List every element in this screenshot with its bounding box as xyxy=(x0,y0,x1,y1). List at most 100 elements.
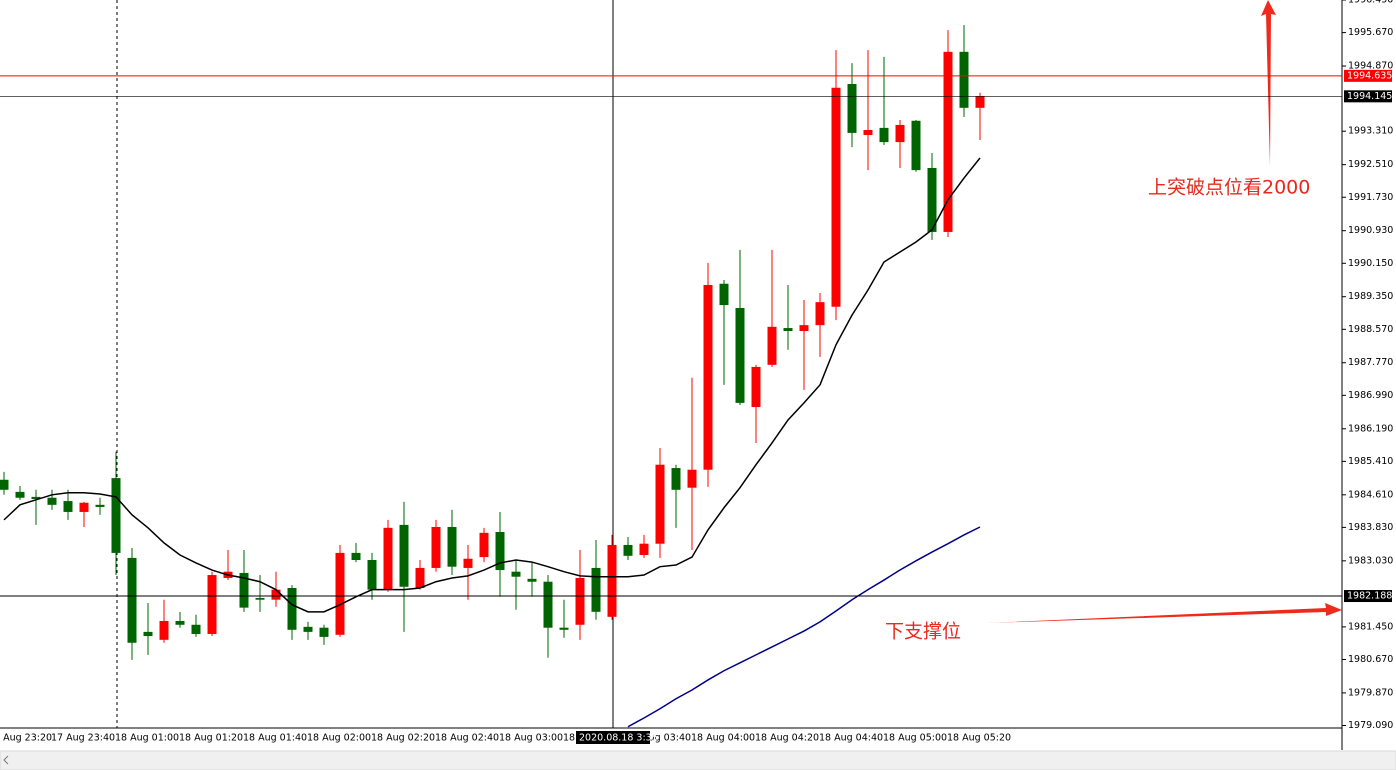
candle-body xyxy=(703,285,713,470)
candle-body xyxy=(15,491,25,498)
price-label-box xyxy=(1344,590,1392,603)
x-tick-label: 18 Aug 03:40 xyxy=(627,733,691,744)
candle-body xyxy=(335,552,345,635)
arrow-right xyxy=(988,603,1342,623)
y-tick-label: 1984.610 xyxy=(1348,489,1393,500)
y-tick-label: 1986.190 xyxy=(1348,423,1393,434)
candle-body xyxy=(591,567,601,612)
candle-body xyxy=(559,627,569,630)
moving-average xyxy=(627,526,981,728)
candle-body xyxy=(159,621,169,640)
x-tick-label: 17 Aug 23:20 xyxy=(0,733,52,744)
y-tick-label: 1994.870 xyxy=(1348,61,1393,72)
price-label-box xyxy=(1344,90,1392,103)
candle-body xyxy=(447,526,457,567)
scrollbar[interactable] xyxy=(0,750,1396,770)
candle-body xyxy=(191,624,201,634)
candle-body xyxy=(959,51,969,108)
x-tick-label: 18 Aug 04:00 xyxy=(691,733,755,744)
candle-body xyxy=(351,552,361,560)
y-tick-label: 1991.730 xyxy=(1348,192,1393,203)
candle-body xyxy=(111,478,121,553)
candle-body xyxy=(463,558,473,568)
price-label: 1982.188 xyxy=(1347,591,1392,602)
candle-body xyxy=(719,283,729,306)
candle-body xyxy=(415,567,425,588)
candle-body xyxy=(543,581,553,628)
y-tick-label: 1995.670 xyxy=(1348,27,1393,38)
y-tick-label: 1992.510 xyxy=(1348,159,1393,170)
candle-body xyxy=(831,87,841,307)
candle-body xyxy=(655,464,665,544)
x-tick-label: 18 Aug 04:20 xyxy=(755,733,819,744)
y-tick-label: 1987.770 xyxy=(1348,357,1393,368)
x-tick-label: 18 Aug 04:40 xyxy=(819,733,883,744)
candle-body xyxy=(207,575,217,634)
annotation: 上突破点位看2000 xyxy=(1148,177,1310,199)
candle-body xyxy=(607,544,617,617)
price-label: 1994.145 xyxy=(1347,91,1392,102)
y-tick-label: 1993.310 xyxy=(1348,126,1393,137)
candle-body xyxy=(175,621,185,625)
candle-body xyxy=(927,168,937,232)
y-tick-label: 1989.350 xyxy=(1348,291,1393,302)
candle-body xyxy=(735,308,745,403)
x-tick-label: 17 Aug 23:40 xyxy=(51,733,115,744)
candle-body xyxy=(319,627,329,637)
candle-body xyxy=(143,631,153,637)
y-tick-label: 1990.150 xyxy=(1348,258,1393,269)
candle-body xyxy=(495,532,505,571)
y-tick-label: 1990.930 xyxy=(1348,225,1393,236)
y-tick-label: 1986.990 xyxy=(1348,390,1393,401)
y-tick-label: 1988.570 xyxy=(1348,324,1393,335)
candle-body xyxy=(31,496,41,499)
plot-area xyxy=(0,0,985,728)
annotation: 下支撑位 xyxy=(885,621,961,643)
x-tick-label: 18 Aug 05:20 xyxy=(947,733,1011,744)
candle-body xyxy=(879,127,889,143)
arrow-up xyxy=(1261,0,1276,166)
candle-body xyxy=(687,469,697,488)
y-tick-label: 1980.670 xyxy=(1348,654,1393,665)
candle-body xyxy=(239,572,249,608)
candle-body xyxy=(783,328,793,331)
x-tick-label: 18 Aug 05:00 xyxy=(883,733,947,744)
candle-body xyxy=(95,504,105,507)
candle-body xyxy=(47,497,57,505)
candle-body xyxy=(287,588,297,630)
candle-body xyxy=(639,543,649,555)
y-tick-label: 1985.410 xyxy=(1348,456,1393,467)
y-tick-label: 1983.830 xyxy=(1348,522,1393,533)
candle-body xyxy=(367,560,377,590)
x-tick-label: 18 Aug 01:40 xyxy=(243,733,307,744)
candle-body xyxy=(623,544,633,556)
y-tick-label: 1979.870 xyxy=(1348,687,1393,698)
candle-body xyxy=(943,51,953,232)
price-label-box xyxy=(1344,69,1392,82)
candle-body xyxy=(847,84,857,133)
moving-average xyxy=(3,157,981,613)
candle-body xyxy=(815,302,825,326)
candle-body xyxy=(0,479,9,490)
candle-body xyxy=(895,124,905,143)
candle-body xyxy=(127,557,137,643)
candle-body xyxy=(63,501,73,512)
candle-body xyxy=(399,524,409,587)
candle-body xyxy=(431,526,441,568)
x-tick-label: 18 Aug 01:20 xyxy=(179,733,243,744)
x-tick-label: 18 Aug 03:00 xyxy=(499,733,563,744)
y-tick-label: 1981.450 xyxy=(1348,621,1393,632)
candle-body xyxy=(303,626,313,632)
candle-body xyxy=(863,129,873,135)
y-tick-label: 1996.450 xyxy=(1348,0,1393,6)
scroll-arrow[interactable] xyxy=(3,755,9,765)
candle-body xyxy=(911,120,921,171)
candle-body xyxy=(255,598,265,600)
candle-body xyxy=(799,325,809,331)
candle-body xyxy=(575,577,585,625)
y-tick-label: 1983.030 xyxy=(1348,555,1393,566)
candle-body xyxy=(671,468,681,490)
